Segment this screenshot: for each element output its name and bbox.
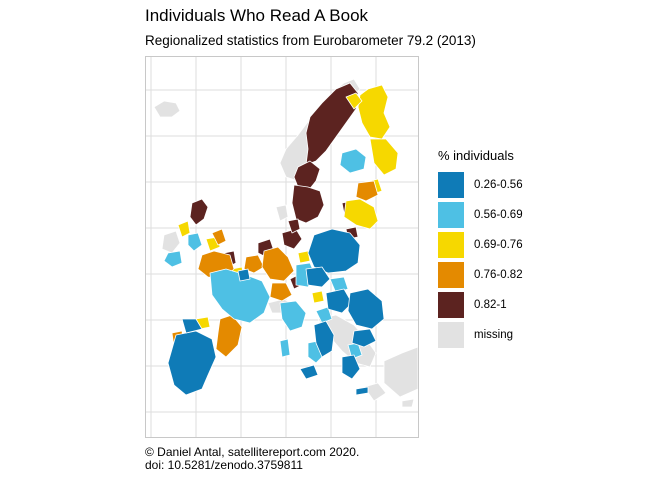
legend-item: 0.76-0.82 bbox=[438, 260, 523, 290]
caption-credit: © Daniel Antal, satellitereport.com 2020… bbox=[145, 445, 360, 459]
legend-item: 0.82-1 bbox=[438, 290, 523, 320]
region-romania bbox=[347, 288, 385, 330]
legend-label: 0.69-0.76 bbox=[474, 239, 523, 251]
region-italy-south bbox=[313, 320, 335, 358]
region-italy-north-lightblue bbox=[279, 300, 307, 332]
region-czech bbox=[305, 266, 331, 288]
legend-swatch bbox=[438, 262, 464, 288]
region-sicily bbox=[299, 364, 319, 380]
region-ireland-lightblue bbox=[163, 250, 183, 268]
region-germany-yellow bbox=[297, 250, 311, 264]
choropleth-map bbox=[146, 57, 418, 437]
legend-swatch bbox=[438, 232, 464, 258]
legend-label: 0.56-0.69 bbox=[474, 209, 523, 221]
region-poland bbox=[307, 228, 361, 274]
region-uk-midlands-orange bbox=[211, 228, 227, 246]
region-spain-east-orange bbox=[215, 314, 243, 358]
region-denmark-east bbox=[287, 218, 301, 234]
map-legend: % individuals 0.26-0.56 0.56-0.69 0.69-0… bbox=[438, 148, 523, 350]
map-panel bbox=[145, 56, 419, 438]
region-benelux-orange bbox=[243, 254, 265, 274]
region-spain-west bbox=[167, 330, 217, 396]
region-greece-islands bbox=[363, 382, 387, 402]
region-uk-lightblue bbox=[187, 232, 203, 252]
legend-swatch bbox=[438, 322, 464, 348]
region-crete bbox=[355, 386, 369, 396]
region-scotland bbox=[189, 198, 209, 226]
legend-label: missing bbox=[474, 329, 513, 341]
legend-item: missing bbox=[438, 320, 523, 350]
region-belgium-blue bbox=[237, 268, 251, 282]
region-cyprus bbox=[401, 398, 415, 408]
region-sweden-middle bbox=[293, 160, 321, 192]
region-germany-orange bbox=[261, 246, 295, 282]
legend-label: 0.26-0.56 bbox=[474, 179, 523, 191]
legend-swatch bbox=[438, 172, 464, 198]
region-turkey bbox=[383, 346, 418, 398]
region-hungary bbox=[325, 288, 353, 314]
legend-swatch bbox=[438, 292, 464, 318]
legend-swatch bbox=[438, 202, 464, 228]
map-title: Individuals Who Read A Book bbox=[145, 6, 369, 25]
region-germany-south-orange bbox=[269, 282, 293, 302]
map-caption: © Daniel Antal, satellitereport.com 2020… bbox=[145, 446, 359, 472]
region-latvia-orange bbox=[355, 180, 379, 202]
map-subtitle: Regionalized statistics from Eurobaromet… bbox=[145, 33, 476, 48]
region-greece bbox=[341, 354, 361, 380]
region-spain-north bbox=[181, 318, 203, 334]
region-lithuania bbox=[343, 198, 379, 230]
region-denmark bbox=[275, 204, 289, 222]
legend-label: 0.82-1 bbox=[474, 299, 507, 311]
legend-item: 0.56-0.69 bbox=[438, 200, 523, 230]
region-finland-north bbox=[357, 84, 391, 140]
legend-title: % individuals bbox=[438, 148, 514, 163]
caption-doi: doi: 10.5281/zenodo.3759811 bbox=[145, 458, 303, 472]
region-sardinia-lightblue bbox=[279, 338, 291, 358]
region-sweden-lightblue bbox=[339, 148, 367, 174]
region-croatia-lightblue bbox=[315, 306, 333, 324]
region-iceland bbox=[153, 100, 181, 118]
region-finland-east bbox=[369, 138, 399, 176]
region-austria-yellow bbox=[311, 290, 325, 304]
legend-item: 0.69-0.76 bbox=[438, 230, 523, 260]
region-bulgaria bbox=[351, 328, 377, 348]
region-sweden-south bbox=[291, 184, 325, 224]
region-norway-north-yellow bbox=[345, 92, 363, 110]
region-sweden-north bbox=[305, 82, 359, 166]
region-ireland-west bbox=[161, 230, 181, 254]
legend-label: 0.76-0.82 bbox=[474, 269, 523, 281]
legend-item: 0.26-0.56 bbox=[438, 170, 523, 200]
region-ireland-yellow bbox=[177, 220, 191, 238]
